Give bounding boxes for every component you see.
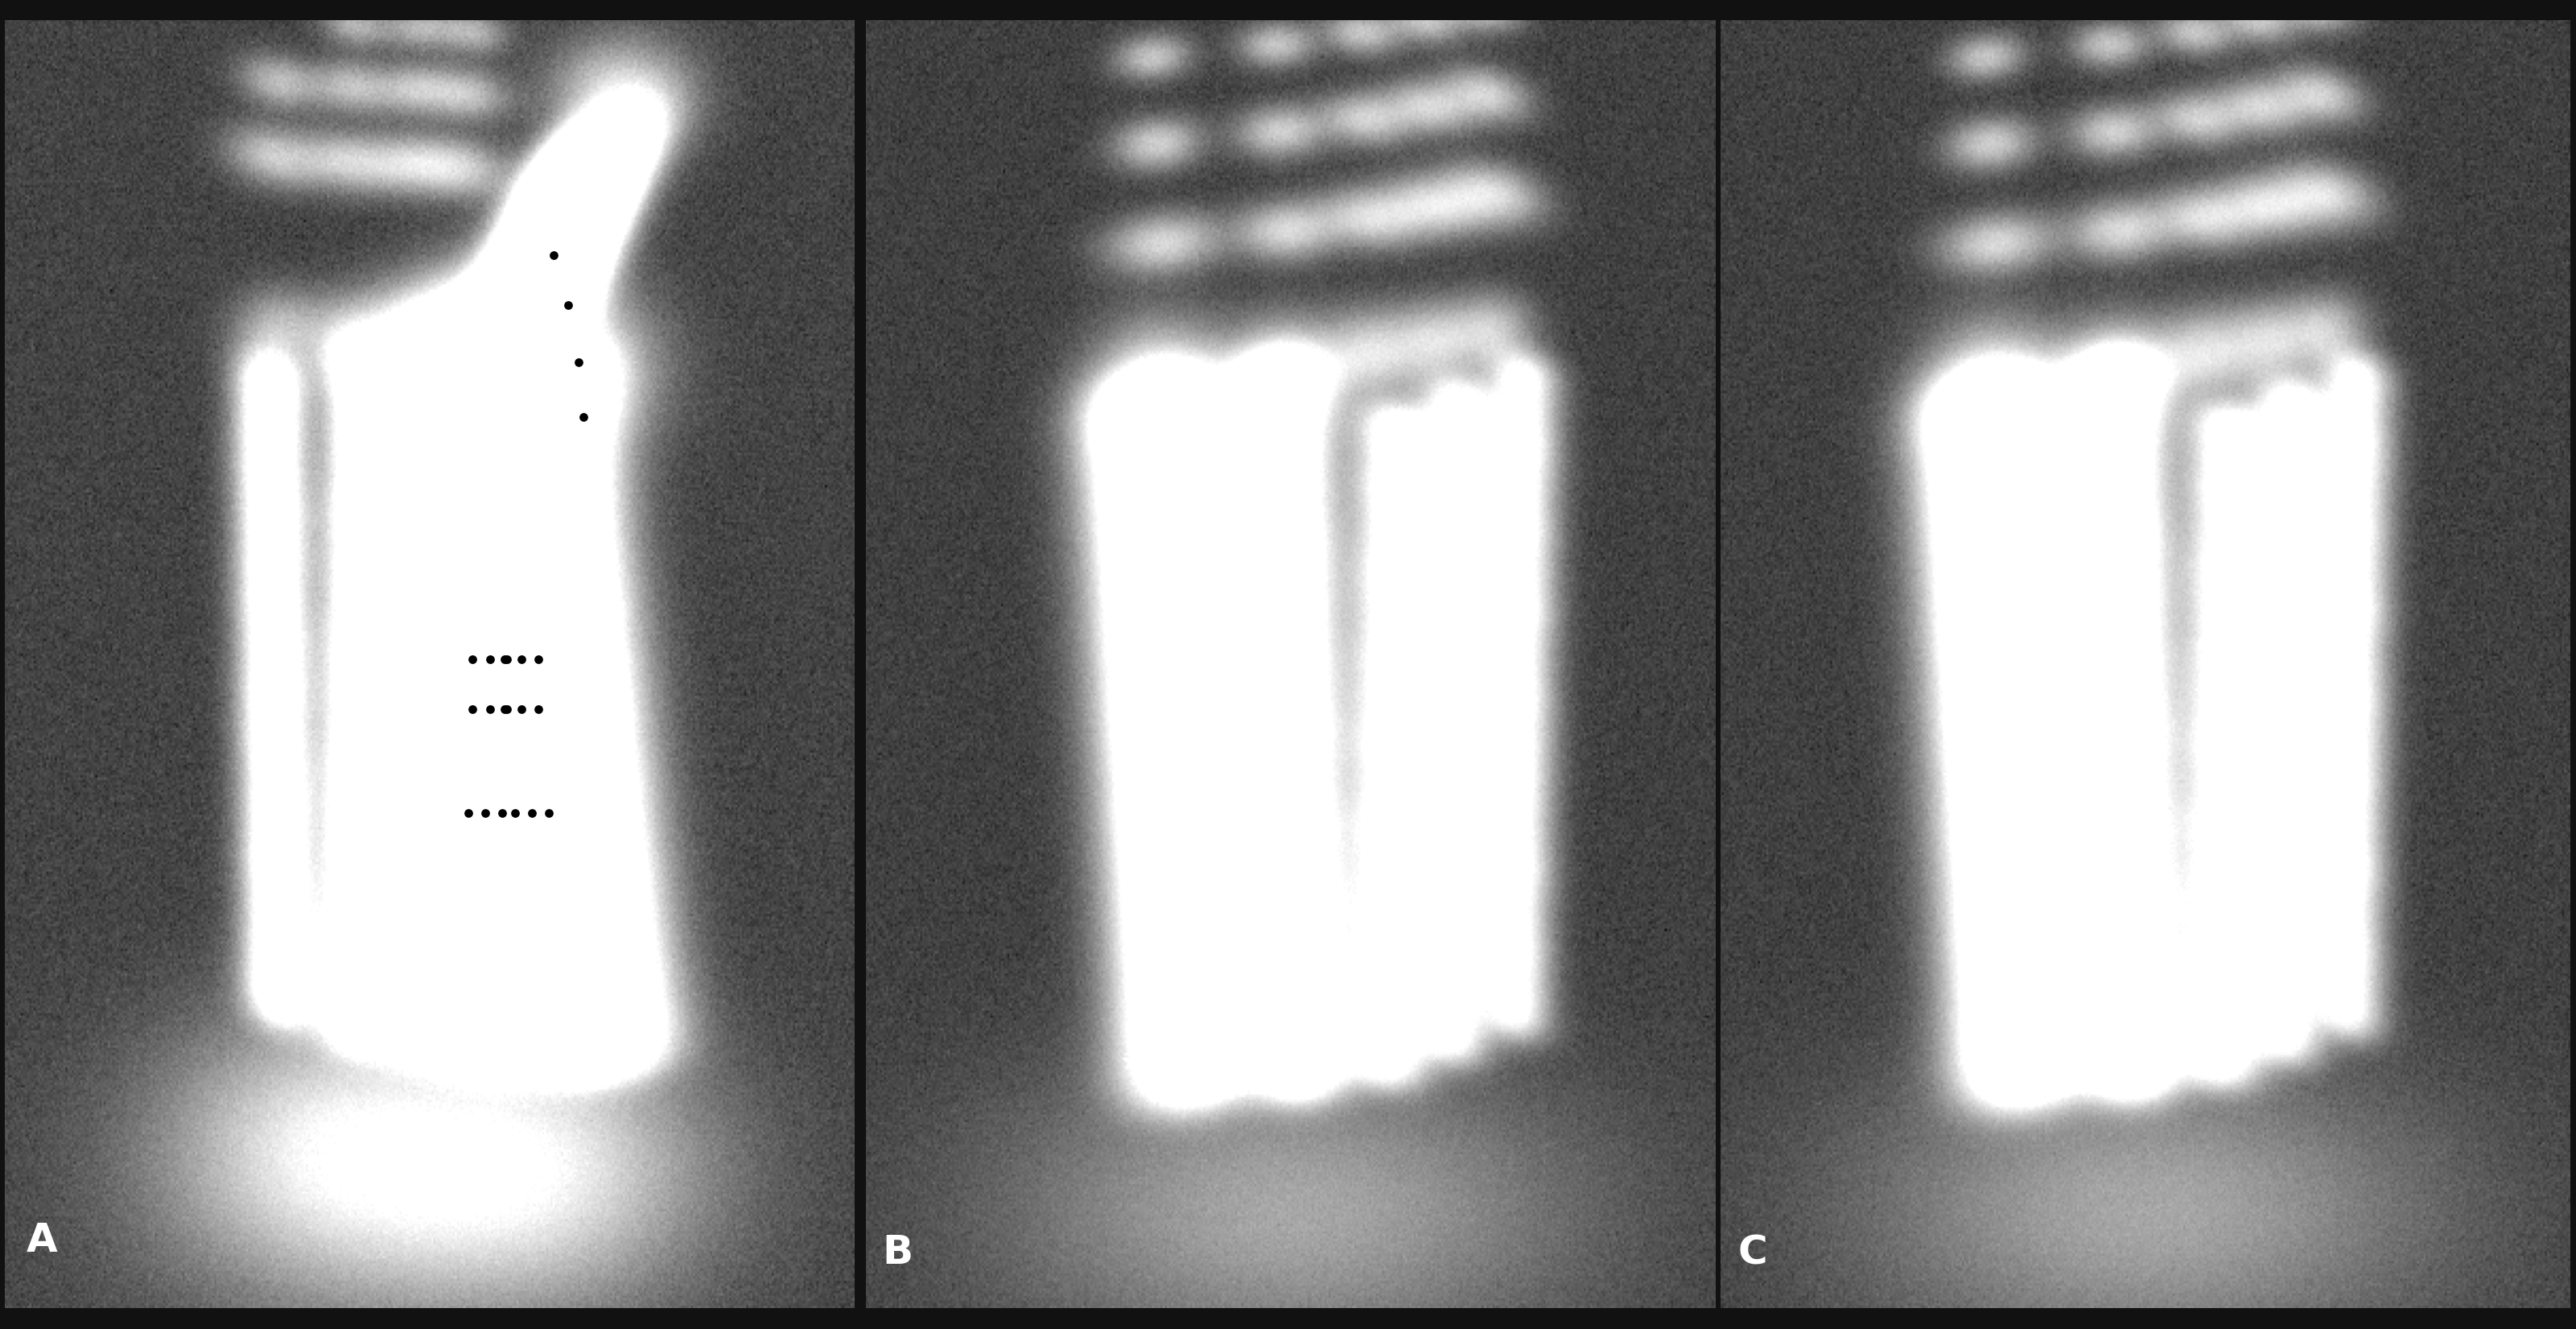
Point [484,649,526,670]
Point [528,803,569,824]
Point [513,803,554,824]
Point [549,295,590,316]
Point [487,699,528,720]
Point [559,351,600,372]
Text: C: C [1739,1233,1767,1272]
Text: B: B [884,1233,914,1272]
Point [518,699,559,720]
Point [448,803,489,824]
Point [518,649,559,670]
Point [1994,376,2035,397]
Point [482,803,523,824]
Text: A: A [26,1221,57,1260]
Point [453,649,495,670]
Point [1144,376,1185,397]
Point [495,803,536,824]
Point [500,699,541,720]
Point [469,649,510,670]
Point [1976,1075,2017,1096]
Point [487,649,528,670]
Point [1110,1050,1151,1071]
Point [464,803,505,824]
Point [562,405,603,427]
Point [533,245,574,266]
Point [484,699,526,720]
Point [500,649,541,670]
Point [469,699,510,720]
Point [453,699,495,720]
